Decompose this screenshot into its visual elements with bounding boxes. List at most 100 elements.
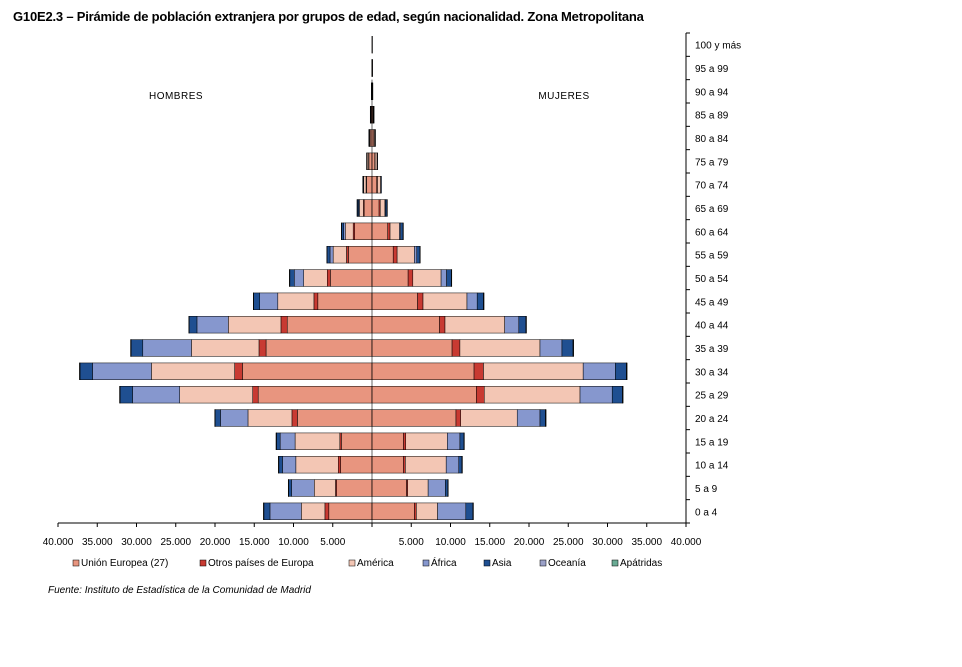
bar-mujeres-africa xyxy=(447,432,461,450)
bar-mujeres-asia xyxy=(459,432,465,450)
age-group-label: 45 a 49 xyxy=(695,297,729,308)
bar-mujeres-america xyxy=(389,222,400,240)
bar-hombres-union-europea-27 xyxy=(366,176,373,194)
bar-hombres-america xyxy=(363,176,367,194)
bar-hombres-africa xyxy=(291,479,315,497)
bar-hombres-america xyxy=(314,479,336,497)
bar-mujeres-asia xyxy=(458,456,463,474)
x-tick-label: 30.000 xyxy=(592,537,623,548)
bar-hombres-africa xyxy=(142,339,192,357)
bar-mujeres-asia xyxy=(539,409,546,427)
age-group-label: 65 a 69 xyxy=(695,204,729,215)
bar-mujeres-america xyxy=(484,386,581,404)
age-group-label: 90 a 94 xyxy=(695,87,729,98)
legend-swatch xyxy=(422,559,430,567)
bar-hombres-america xyxy=(247,409,293,427)
bar-mujeres-america xyxy=(444,316,505,334)
age-group-label: 10 a 14 xyxy=(695,461,729,472)
bar-mujeres-otros-paises-de-europa xyxy=(403,432,407,450)
bar-hombres-africa xyxy=(279,432,296,450)
bar-mujeres-union-europea-27 xyxy=(371,456,404,474)
bar-hombres-africa xyxy=(269,502,302,520)
bar-hombres-africa xyxy=(132,386,180,404)
bar-mujeres-otros-paises-de-europa xyxy=(387,222,391,240)
bar-hombres-asia xyxy=(119,386,133,404)
age-group-label: 60 a 64 xyxy=(695,227,729,238)
legend-label: Asia xyxy=(492,558,512,569)
bar-hombres-otros-paises-de-europa xyxy=(324,502,330,520)
age-group-label: 15 a 19 xyxy=(695,437,729,448)
bar-mujeres-africa xyxy=(414,246,417,264)
legend-label: América xyxy=(357,558,394,569)
bar-hombres-africa xyxy=(282,456,297,474)
age-group-label: 20 a 24 xyxy=(695,414,729,425)
legend-label: África xyxy=(431,556,457,569)
x-tick-label: 15.000 xyxy=(474,537,505,548)
bar-hombres-union-europea-27 xyxy=(257,386,373,404)
bar-mujeres-africa xyxy=(427,479,446,497)
legend: Unión Europea (27) Otros países de Europa… xyxy=(72,556,662,569)
bar-mujeres-africa xyxy=(582,362,616,380)
bar-mujeres-africa xyxy=(445,456,459,474)
bar-mujeres-america xyxy=(483,362,584,380)
bar-mujeres-union-europea-27 xyxy=(371,502,415,520)
bar-mujeres-union-europea-27 xyxy=(371,386,477,404)
bar-hombres-union-europea-27 xyxy=(328,502,373,520)
x-tick-label: 10.000 xyxy=(278,537,309,548)
bar-hombres-otros-paises-de-europa xyxy=(291,409,298,427)
bar-hombres-america xyxy=(228,316,282,334)
bar-mujeres-america xyxy=(460,409,518,427)
bar-hombres-union-europea-27 xyxy=(348,246,373,264)
bar-mujeres-asia xyxy=(400,222,404,240)
mujeres-label: MUJERES xyxy=(538,91,589,102)
bar-mujeres-union-europea-27 xyxy=(371,362,475,380)
bar-hombres-america xyxy=(359,199,364,217)
bar-mujeres-africa xyxy=(504,316,520,334)
bar-hombres-africa xyxy=(329,246,334,264)
legend-label: Apátridas xyxy=(620,558,662,569)
bar-hombres-otros-paises-de-europa xyxy=(280,316,288,334)
legend-label: Oceanía xyxy=(548,558,586,569)
bar-hombres-union-europea-27 xyxy=(336,479,373,497)
bar-hombres-america xyxy=(332,246,347,264)
bar-hombres-asia xyxy=(79,362,93,380)
bar-hombres-otros-paises-de-europa xyxy=(252,386,259,404)
bar-mujeres-africa xyxy=(516,409,541,427)
legend-swatch xyxy=(611,559,619,567)
source-note: Fuente: Instituto de Estadística de la C… xyxy=(48,585,311,596)
x-tick-label: 25.000 xyxy=(160,537,191,548)
bar-hombres-america xyxy=(179,386,253,404)
age-group-label: 100 y más xyxy=(695,41,741,52)
bar-mujeres-asia xyxy=(611,386,623,404)
bar-mujeres-asia xyxy=(476,292,484,310)
bar-mujeres-otros-paises-de-europa xyxy=(455,409,461,427)
age-group-label: 25 a 29 xyxy=(695,391,729,402)
legend-label: Otros países de Europa xyxy=(208,558,314,569)
x-tick-label: 20.000 xyxy=(200,537,231,548)
legend-swatch xyxy=(199,559,207,567)
bar-mujeres-otros-paises-de-europa xyxy=(403,456,406,474)
bar-hombres-union-europea-27 xyxy=(363,199,373,217)
age-group-label: 30 a 34 xyxy=(695,367,729,378)
bar-mujeres-america xyxy=(405,432,448,450)
bar-hombres-otros-paises-de-europa xyxy=(258,339,267,357)
legend-label: Unión Europea (27) xyxy=(81,558,168,569)
bar-hombres-otros-paises-de-europa xyxy=(234,362,243,380)
bar-hombres-africa xyxy=(92,362,152,380)
bar-mujeres-america xyxy=(405,456,447,474)
bar-hombres-asia xyxy=(263,502,271,520)
age-group-label: 5 a 9 xyxy=(695,484,718,495)
bar-hombres-asia xyxy=(362,176,364,194)
x-tick-label: 30.000 xyxy=(121,537,152,548)
bar-hombres-union-europea-27 xyxy=(330,269,373,287)
legend-swatch xyxy=(72,559,80,567)
bar-mujeres-union-europea-27 xyxy=(371,152,375,170)
axes-layer: 40.000 35.000 30.000 25.000 20.000 15.000 10.0… xyxy=(43,32,741,548)
bar-mujeres-america xyxy=(379,199,386,217)
bar-hombres-union-europea-27 xyxy=(368,152,373,170)
bar-hombres-america xyxy=(303,269,328,287)
age-group-label: 50 a 54 xyxy=(695,274,729,285)
x-tick-label: 20.000 xyxy=(514,537,545,548)
age-group-label: 0 a 4 xyxy=(695,507,718,518)
